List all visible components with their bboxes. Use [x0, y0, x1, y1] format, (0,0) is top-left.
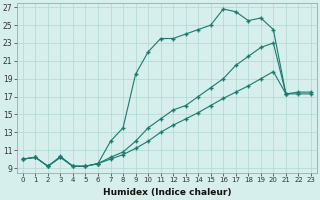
X-axis label: Humidex (Indice chaleur): Humidex (Indice chaleur)	[103, 188, 231, 197]
